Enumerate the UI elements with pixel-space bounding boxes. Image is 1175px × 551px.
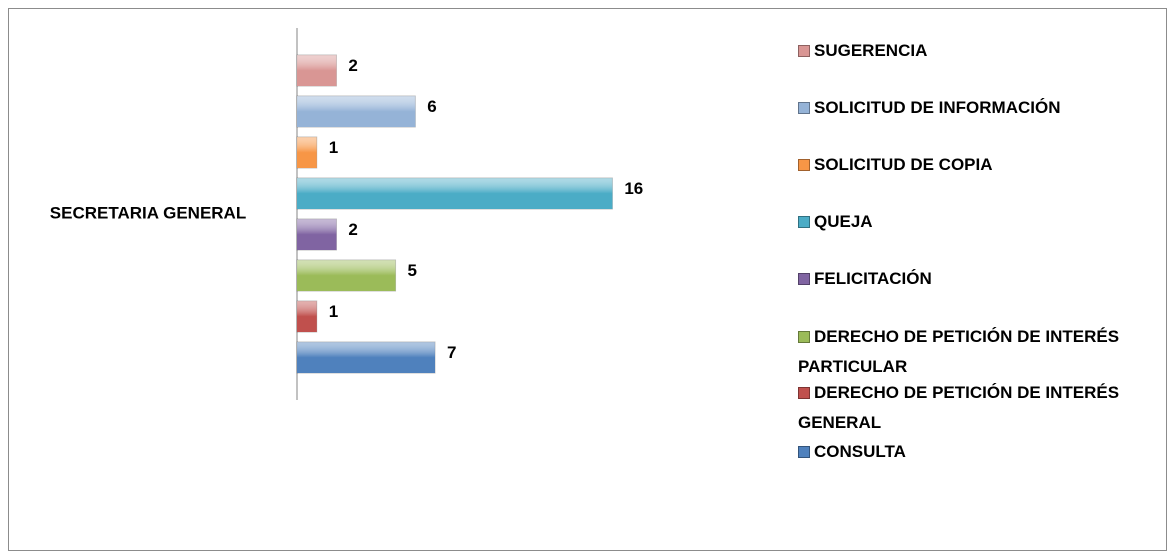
legend-label: SOLICITUD DE COPIA (814, 155, 993, 174)
bar (296, 177, 613, 210)
legend-swatch (798, 216, 810, 228)
bar (296, 218, 337, 251)
legend-entry: SUGERENCIA (798, 36, 1138, 66)
legend-swatch (798, 273, 810, 285)
bar (296, 341, 436, 374)
legend-entry: DERECHO DE PETICIÓN DE INTERÉS GENERAL (798, 378, 1138, 438)
legend-swatch (798, 102, 810, 114)
data-label: 1 (329, 302, 338, 321)
data-label: 7 (447, 343, 456, 362)
legend-label: DERECHO DE PETICIÓN DE INTERÉS PARTICULA… (798, 327, 1120, 376)
data-label: 5 (408, 261, 417, 280)
bar (296, 136, 318, 169)
legend-label: DERECHO DE PETICIÓN DE INTERÉS GENERAL (798, 383, 1120, 432)
legend-label: CONSULTA (814, 442, 906, 461)
legend-swatch (798, 159, 810, 171)
data-label: 1 (329, 138, 338, 157)
data-label: 2 (348, 56, 357, 75)
legend-entry: QUEJA (798, 207, 1138, 237)
legend-swatch (798, 446, 810, 458)
bar (296, 300, 318, 333)
legend-entry: SOLICITUD DE INFORMACIÓN (798, 93, 1138, 123)
legend-entry: FELICITACIÓN (798, 264, 1138, 294)
legend-label: SOLICITUD DE INFORMACIÓN (814, 98, 1061, 117)
bar (296, 259, 397, 292)
legend-entry: DERECHO DE PETICIÓN DE INTERÉS PARTICULA… (798, 322, 1138, 382)
bar (296, 54, 337, 87)
legend-swatch (798, 387, 810, 399)
legend-label: QUEJA (814, 212, 873, 231)
legend-label: SUGERENCIA (814, 41, 928, 60)
legend-label: FELICITACIÓN (814, 269, 932, 288)
legend-swatch (798, 45, 810, 57)
data-label: 16 (624, 179, 643, 198)
legend-swatch (798, 331, 810, 343)
data-label: 6 (427, 97, 436, 116)
bar (296, 95, 416, 128)
data-label: 2 (348, 220, 357, 239)
legend-entry: CONSULTA (798, 437, 1138, 467)
legend-entry: SOLICITUD DE COPIA (798, 150, 1138, 180)
y-tick-label: SECRETARIA GENERAL (50, 203, 246, 222)
